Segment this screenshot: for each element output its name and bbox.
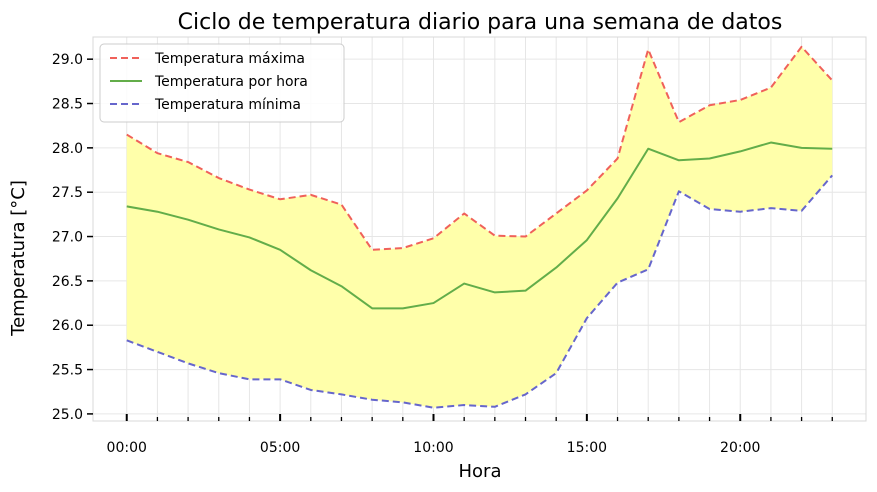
x-tick-label: 15:00 xyxy=(567,440,607,456)
series-lines xyxy=(126,45,834,409)
series-line-1 xyxy=(126,141,833,310)
y-tick-label: 25.5 xyxy=(52,363,83,379)
x-tick-label: 20:00 xyxy=(720,440,760,456)
y-tick-label: 26.0 xyxy=(52,318,83,334)
legend-label: Temperatura por hora xyxy=(154,74,308,90)
series-line-0 xyxy=(126,45,833,251)
legend: Temperatura máxima Temperatura por hora Te… xyxy=(99,43,345,123)
legend-box xyxy=(99,43,345,123)
y-axis-label: Temperatura [°C] xyxy=(8,180,29,337)
x-tick-label: 00:00 xyxy=(107,440,147,456)
x-axis: 00:00 05:00 10:00 15:00 20:00 xyxy=(107,414,833,456)
y-tick-label: 27.5 xyxy=(52,185,83,201)
x-tick-label: 10:00 xyxy=(413,440,453,456)
legend-label: Temperatura mínima xyxy=(154,97,301,113)
min-max-band xyxy=(126,46,833,408)
series-line-2 xyxy=(126,174,834,409)
chart-title: Ciclo de temperatura diario para una sem… xyxy=(178,10,783,35)
y-tick-label: 27.0 xyxy=(52,230,83,246)
y-tick-label: 28.5 xyxy=(52,97,83,113)
y-axis: 25.0 25.5 26.0 26.5 27.0 27.5 28.0 28.5 29.0 xyxy=(52,52,93,423)
y-tick-label: 26.5 xyxy=(52,274,83,290)
legend-label: Temperatura máxima xyxy=(154,51,305,67)
plot-frame xyxy=(92,36,867,422)
y-tick-label: 29.0 xyxy=(52,52,83,68)
y-tick-label: 25.0 xyxy=(52,407,83,423)
y-tick-label: 28.0 xyxy=(52,141,83,157)
x-axis-label: Hora xyxy=(459,461,502,482)
x-tick-label: 05:00 xyxy=(260,440,300,456)
